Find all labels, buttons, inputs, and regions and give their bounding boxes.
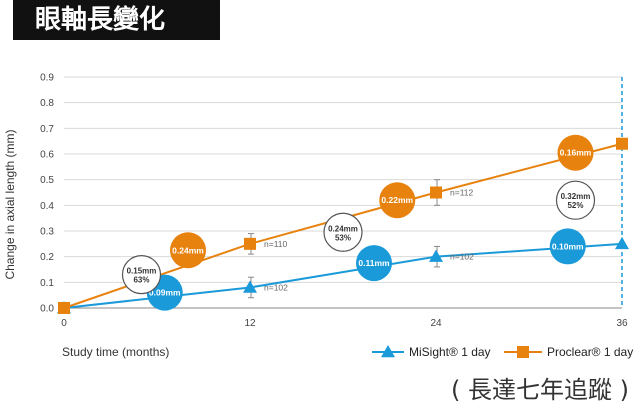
proclear-marker — [430, 186, 442, 199]
misight-marker — [429, 249, 443, 262]
proclear-bubble-label: 0.16mm — [560, 148, 592, 158]
proclear-bubble-label: 0.24mm — [172, 245, 204, 255]
difference-circle — [121, 255, 162, 295]
x-axis-label: Study time (months) — [62, 345, 169, 359]
y-tick-label: 0.8 — [40, 98, 54, 109]
y-tick-label: 0.5 — [40, 175, 54, 186]
legend-proclear-label: Proclear® 1 day — [547, 345, 633, 359]
proclear-marker — [244, 237, 256, 250]
legend-proclear-marker — [517, 346, 529, 358]
y-tick-label: 0.2 — [40, 252, 54, 263]
legend-misight-label: MiSight® 1 day — [409, 345, 491, 359]
x-tick-label: 12 — [244, 318, 256, 329]
grid — [64, 76, 623, 309]
proclear-bubble — [557, 134, 594, 171]
proclear-marker — [616, 137, 628, 150]
misight-bubble — [549, 228, 586, 265]
axes: 0.0 0.1 0.2 0.3 0.4 0.5 0.6 0.7 0.8 0.9 0 12 24 36 Cha… — [3, 73, 628, 360]
difference-mm: 0.15mm — [127, 267, 157, 276]
y-tick-label: 0.3 — [40, 227, 54, 238]
x-tick-label: 0 — [61, 318, 67, 329]
legend-misight-marker — [381, 345, 395, 358]
y-tick-label: 0.6 — [40, 150, 54, 161]
y-tick-label: 0.7 — [40, 124, 54, 135]
misight-bubble-label: 0.11mm — [358, 258, 390, 268]
difference-circle — [555, 180, 596, 220]
annotation-bubbles: 0.09mm 0.11mm 0.10mm 0.24mm 0.22mm 0.16mm 0.15… — [121, 134, 596, 311]
n-label: n=112 — [450, 188, 474, 198]
difference-circle — [323, 212, 363, 252]
difference-pct: 52% — [567, 201, 583, 210]
difference-pct: 53% — [335, 233, 351, 242]
misight-bubble-label: 0.10mm — [552, 241, 584, 251]
chart-title: 眼軸長變化 — [13, 0, 220, 40]
y-tick-label: 0.4 — [40, 201, 54, 212]
difference-mm: 0.32mm — [561, 192, 591, 201]
y-tick-label: 0.0 — [40, 304, 54, 315]
legend: MiSight® 1 day Proclear® 1 day — [372, 345, 633, 359]
y-axis-label: Change in axial length (mm) — [3, 129, 17, 279]
proclear-bubble — [379, 182, 416, 219]
misight-marker — [615, 236, 629, 250]
x-tick-label: 36 — [616, 318, 628, 329]
y-tick-label: 0.1 — [40, 278, 54, 289]
series-markers — [57, 137, 629, 314]
y-tick-label: 0.9 — [40, 73, 54, 84]
n-label: n=102 — [450, 252, 474, 262]
n-label: n=110 — [264, 239, 288, 249]
proclear-bubble-label: 0.22mm — [381, 195, 413, 205]
difference-pct: 63% — [133, 276, 149, 285]
misight-bubble — [356, 245, 392, 282]
difference-mm: 0.24mm — [328, 224, 358, 233]
misight-marker — [243, 280, 257, 293]
n-label: n=102 — [264, 282, 288, 292]
proclear-bubble — [170, 232, 206, 269]
footer-note: ( 長達七年追蹤 ) — [451, 376, 629, 404]
misight-bubble-label: 0.09mm — [149, 288, 181, 298]
x-tick-label: 24 — [430, 318, 442, 329]
proclear-marker — [58, 302, 70, 314]
